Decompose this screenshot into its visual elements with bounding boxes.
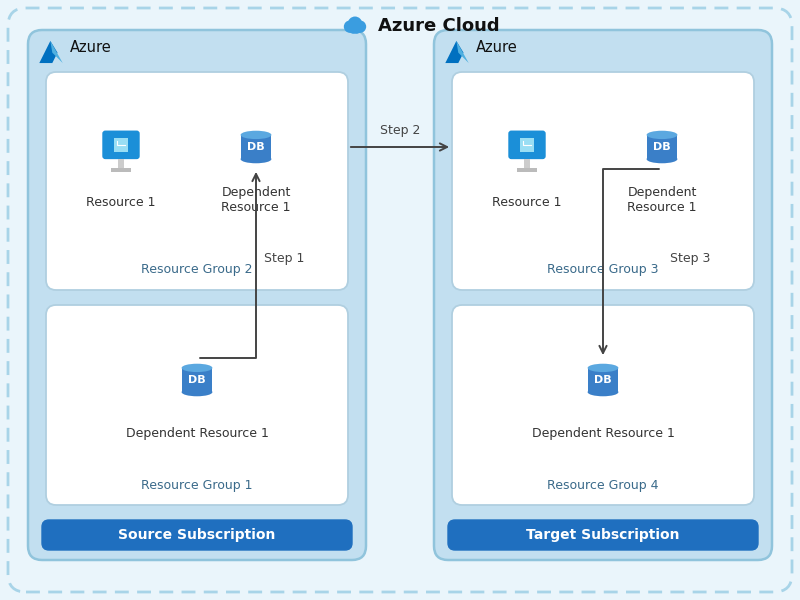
- Text: Azure Cloud: Azure Cloud: [378, 17, 500, 35]
- Bar: [111, 168, 131, 172]
- FancyBboxPatch shape: [434, 30, 772, 560]
- FancyBboxPatch shape: [42, 520, 352, 550]
- Ellipse shape: [646, 131, 678, 139]
- Ellipse shape: [182, 388, 213, 396]
- Text: Source Subscription: Source Subscription: [118, 528, 276, 542]
- Bar: [118, 159, 124, 168]
- Text: Dependent
Resource 1: Dependent Resource 1: [222, 186, 290, 214]
- Bar: [517, 168, 537, 172]
- Bar: [646, 135, 678, 159]
- Text: Azure: Azure: [476, 40, 518, 55]
- FancyBboxPatch shape: [46, 72, 348, 290]
- Text: Dependent Resource 1: Dependent Resource 1: [126, 427, 269, 439]
- FancyBboxPatch shape: [8, 8, 792, 592]
- FancyBboxPatch shape: [452, 72, 754, 290]
- FancyBboxPatch shape: [508, 131, 546, 159]
- Text: DB: DB: [247, 142, 265, 152]
- Ellipse shape: [241, 155, 271, 163]
- Text: Dependent Resource 1: Dependent Resource 1: [531, 427, 674, 439]
- Ellipse shape: [646, 155, 678, 163]
- Ellipse shape: [241, 131, 271, 139]
- Text: Resource Group 4: Resource Group 4: [547, 479, 658, 491]
- FancyBboxPatch shape: [452, 305, 754, 505]
- Text: Target Subscription: Target Subscription: [526, 528, 680, 542]
- Text: DB: DB: [594, 375, 612, 385]
- Polygon shape: [39, 41, 58, 63]
- Polygon shape: [456, 41, 469, 63]
- Text: Resource Group 3: Resource Group 3: [547, 263, 658, 277]
- Bar: [587, 368, 618, 392]
- Text: Azure: Azure: [70, 40, 112, 55]
- Bar: [114, 137, 128, 152]
- Circle shape: [354, 20, 366, 33]
- Text: Resource Group 1: Resource Group 1: [142, 479, 253, 491]
- Text: Step 3: Step 3: [670, 252, 710, 265]
- Text: Resource 1: Resource 1: [492, 196, 562, 208]
- Text: Step 2: Step 2: [380, 124, 420, 137]
- Bar: [241, 135, 271, 159]
- Text: DB: DB: [653, 142, 671, 152]
- FancyBboxPatch shape: [28, 30, 366, 560]
- Polygon shape: [446, 41, 463, 63]
- FancyBboxPatch shape: [46, 305, 348, 505]
- Circle shape: [349, 24, 358, 34]
- Circle shape: [348, 17, 362, 31]
- Bar: [524, 159, 530, 168]
- Ellipse shape: [587, 388, 618, 396]
- Ellipse shape: [182, 364, 213, 372]
- Polygon shape: [50, 41, 62, 63]
- Ellipse shape: [587, 364, 618, 372]
- Text: Resource 1: Resource 1: [86, 196, 156, 208]
- FancyBboxPatch shape: [448, 520, 758, 550]
- FancyBboxPatch shape: [102, 131, 140, 159]
- Text: Resource Group 2: Resource Group 2: [142, 263, 253, 277]
- Circle shape: [352, 24, 362, 34]
- Text: DB: DB: [188, 375, 206, 385]
- Bar: [182, 368, 212, 392]
- Text: Step 1: Step 1: [264, 252, 304, 265]
- Text: Dependent
Resource 1: Dependent Resource 1: [627, 186, 697, 214]
- Circle shape: [344, 20, 356, 33]
- Bar: [520, 137, 534, 152]
